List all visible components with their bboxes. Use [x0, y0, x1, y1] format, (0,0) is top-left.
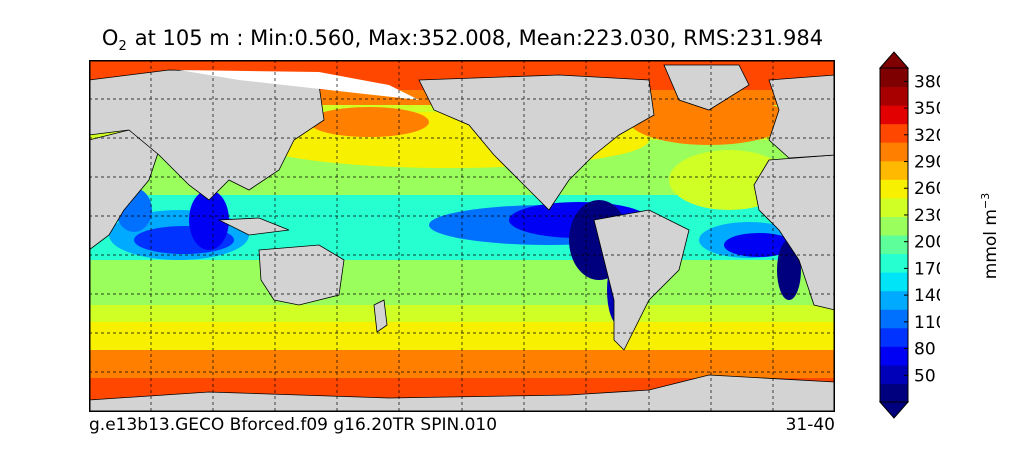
new-zealand	[373, 299, 388, 333]
colorbar-swatch	[880, 235, 908, 255]
colorbar-label: mmol m−3	[979, 193, 1001, 279]
colorbar-swatch	[880, 272, 908, 292]
colorbar-tick-label: 290	[914, 153, 940, 173]
eta-omz	[724, 233, 794, 257]
colorbar-swatch	[880, 123, 908, 143]
colorbar-swatch	[880, 86, 908, 106]
colorbar-swatch	[880, 68, 908, 88]
map-border	[89, 60, 835, 412]
colorbar-swatches	[878, 51, 910, 419]
colorbar-tick-label: 110	[914, 313, 940, 333]
colorbar-tick-label: 140	[914, 286, 940, 306]
colorbar-unit: mmol m	[980, 209, 1001, 280]
bay-of-bengal-low	[189, 190, 229, 250]
title-subscript: 2	[118, 39, 127, 54]
colorbar-swatch	[880, 105, 908, 125]
colorbar-tick-label: 200	[914, 233, 940, 253]
west-africa	[753, 154, 835, 311]
antarctica	[89, 374, 835, 412]
australia	[258, 244, 345, 306]
colorbar-swatch	[880, 346, 908, 366]
colorbar-tick-label: 170	[914, 259, 940, 279]
colorbar-tick-label: 50	[914, 366, 936, 386]
colorbar-swatch	[880, 364, 908, 384]
colorbar-swatch	[880, 216, 908, 236]
map-svg	[89, 60, 835, 412]
colorbar-extend-min	[878, 401, 910, 419]
chart-title: O2 at 105 m : Min:0.560, Max:352.008, Mea…	[0, 26, 925, 54]
ocean-map	[89, 60, 835, 412]
benguela-omz	[777, 240, 801, 300]
colorbar-swatch	[880, 253, 908, 273]
title-text: at 105 m : Min:0.560, Max:352.008, Mean:…	[134, 26, 824, 50]
colorbar: 50 80 110 140 170 200 230 260 290 320 350 380	[878, 51, 940, 419]
colorbar-extend-max	[878, 51, 910, 69]
colorbar-swatch	[880, 309, 908, 329]
colorbar-swatch	[880, 197, 908, 217]
colorbar-tick-label: 260	[914, 179, 940, 199]
colorbar-swatch	[880, 160, 908, 180]
year-range-label: 31-40	[785, 415, 835, 435]
colorbar-tick-label: 350	[914, 99, 940, 119]
europe	[768, 74, 835, 159]
south-america	[593, 209, 690, 351]
north-pacific-orange	[309, 107, 429, 137]
colorbar-swatch	[880, 142, 908, 162]
run-id-label: g.e13b13.GECO Bforced.f09 g16.20TR SPIN.…	[89, 415, 498, 435]
colorbar-swatch	[880, 290, 908, 310]
title-symbol: O	[101, 26, 119, 50]
colorbar-swatch	[880, 179, 908, 199]
north-atlantic-high	[629, 95, 789, 145]
maritime-continent	[217, 217, 290, 236]
colorbar-tick-label: 380	[914, 72, 940, 92]
colorbar-ticks: 50 80 110 140 170 200 230 260 290 320 350 380	[904, 72, 940, 386]
colorbar-swatch	[880, 327, 908, 347]
arctic-ice	[179, 70, 419, 100]
colorbar-tick-label: 230	[914, 206, 940, 226]
colorbar-swatch	[880, 383, 908, 403]
gridlines	[89, 60, 835, 412]
colorbar-unit-exponent: −3	[979, 192, 993, 209]
colorbar-tick-label: 80	[914, 340, 936, 360]
colorbar-tick-label: 320	[914, 126, 940, 146]
colorbar-border	[879, 67, 909, 403]
